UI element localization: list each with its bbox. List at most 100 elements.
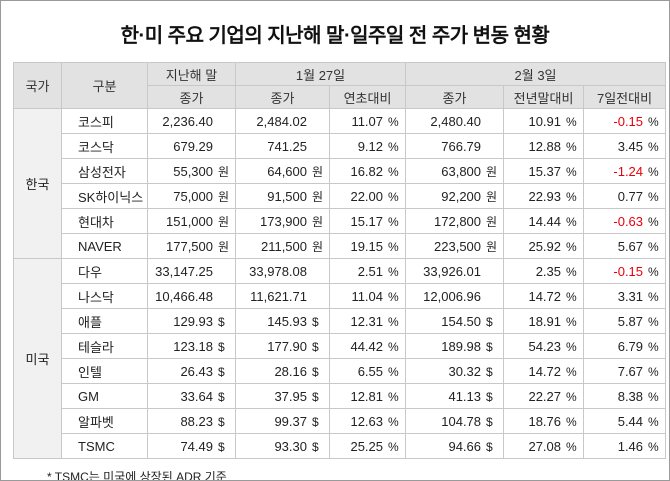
cell-unit: % [388,389,399,404]
value-cell: 22.00% [328,183,407,209]
cell-unit: % [566,214,577,229]
company-name: NAVER [61,233,148,259]
cell-value: 91,500 [267,188,307,204]
cell-unit: 원 [312,214,324,229]
value-cell: 11.04% [328,283,407,309]
value-cell: 223,500 원 [405,233,505,259]
value-cell: 177.90 $ [235,333,330,359]
cell-value: 12.88 [528,138,562,154]
cell-unit: % [566,164,577,179]
value-cell: 2.51% [328,258,407,284]
value-cell: 16.82% [328,158,407,184]
cell-unit: % [388,189,399,204]
cell-value: 14.44 [528,213,562,229]
cell-value: -0.63 [613,213,644,229]
value-cell: 25.25% [328,433,407,459]
table-row: 알파벳 88.23 $99.37 $12.63% 104.78 $18.76% 5.44% [14,408,667,434]
table-row: SK하이닉스 75,000 원 91,500 원 22.00% 92,200 원 22.93% 0… [14,183,667,209]
header-vs-prev-year-end: 전년말대비 [503,85,585,109]
cell-unit: % [648,439,659,454]
cell-value: -0.15 [613,263,644,279]
value-cell: 2.35% [503,258,585,284]
cell-value: 33,926.01 [423,263,482,279]
header-category: 구분 [61,62,148,109]
table-row: 현대차 151,000 원 173,900 원 15.17% 172,800 원 14.44% -… [14,208,667,234]
value-cell: 15.17% [328,208,407,234]
header-row-sub: 종가 종가 연초대비 종가 전년말대비 7일전대비 [14,85,667,109]
company-name: 인텔 [61,358,148,384]
cell-value: 30.32 [448,363,482,379]
cell-unit: % [566,314,577,329]
cell-unit: % [388,339,399,354]
cell-value: 25.25 [350,438,384,454]
table-row: 테슬라 123.18 $177.90 $44.42% 189.98 $54.23% 6.79… [14,333,667,359]
value-cell: 11,621.71 [235,283,330,309]
value-cell: 7.67% [583,358,667,384]
value-cell: 44.42% [328,333,407,359]
company-name: GM [61,383,148,409]
value-cell: 154.50 $ [405,308,505,334]
cell-unit: $ [218,389,225,404]
cell-value: 14.72 [528,288,562,304]
cell-value: 10,466.48 [155,288,213,304]
company-name: 현대차 [61,208,148,234]
value-cell: 14.44% [503,208,585,234]
value-cell: 129.93 $ [147,308,236,334]
value-cell: 3.31% [583,283,667,309]
cell-value: 189.98 [441,338,482,354]
value-cell: 189.98 $ [405,333,505,359]
cell-unit: % [566,189,577,204]
company-name: 테슬라 [61,333,148,359]
table-row: 코스닥 679.29 741.25 9.12% 766.79 12.88% 3.45% [14,133,667,159]
cell-unit: % [388,439,399,454]
value-cell: 679.29 [147,133,236,159]
header-close-jan27: 종가 [235,85,330,109]
cell-unit: $ [486,314,493,329]
cell-value: 223,500 [434,238,482,254]
cell-value: 37.95 [274,388,307,404]
header-vs-year-start: 연초대비 [328,85,407,109]
cell-value: 766.79 [441,138,482,154]
value-cell: 12,006.96 [405,283,505,309]
cell-unit: % [648,214,659,229]
cell-value: 94.66 [448,438,482,454]
value-cell: 0.77% [583,183,667,209]
cell-unit: % [648,414,659,429]
header-group-feb3: 2월 3일 [405,62,667,86]
value-cell: 14.72% [503,358,585,384]
cell-value: 5.44 [617,413,644,429]
cell-value: 33,978.08 [249,263,307,279]
cell-value: 145.93 [267,313,307,329]
value-cell: 9.12% [328,133,407,159]
cell-unit: % [566,139,577,154]
cell-value: 74.49 [180,438,213,454]
cell-unit: % [388,289,399,304]
stock-table: 국가 구분 지난해 말 1월 27일 2월 3일 종가 종가 연초대비 종가 전… [13,62,667,459]
cell-unit: % [566,439,577,454]
cell-unit: 원 [218,239,230,254]
cell-unit: $ [312,439,319,454]
country-cell: 미국 [13,258,62,459]
value-cell: 26.43 $ [147,358,236,384]
cell-unit: $ [218,414,225,429]
cell-unit: $ [218,314,225,329]
value-cell: -1.24% [583,158,667,184]
header-close-feb3: 종가 [405,85,505,109]
cell-value: 3.45 [617,138,644,154]
table-header: 국가 구분 지난해 말 1월 27일 2월 3일 종가 종가 연초대비 종가 전… [13,62,667,109]
page-title: 한·미 주요 기업의 지난해 말·일주일 전 주가 변동 현황 [120,25,550,47]
cell-unit: $ [312,339,319,354]
cell-value: 5.67 [617,238,644,254]
cell-value: 1.46 [617,438,644,454]
cell-unit: % [648,289,659,304]
cell-value: 7.67 [617,363,644,379]
cell-unit: % [648,189,659,204]
value-cell: -0.63% [583,208,667,234]
value-cell: 5.87% [583,308,667,334]
value-cell: 41.13 $ [405,383,505,409]
value-cell: 22.93% [503,183,585,209]
company-name: SK하이닉스 [61,183,148,209]
value-cell: 177,500 원 [147,233,236,259]
cell-value: 6.55 [357,363,384,379]
